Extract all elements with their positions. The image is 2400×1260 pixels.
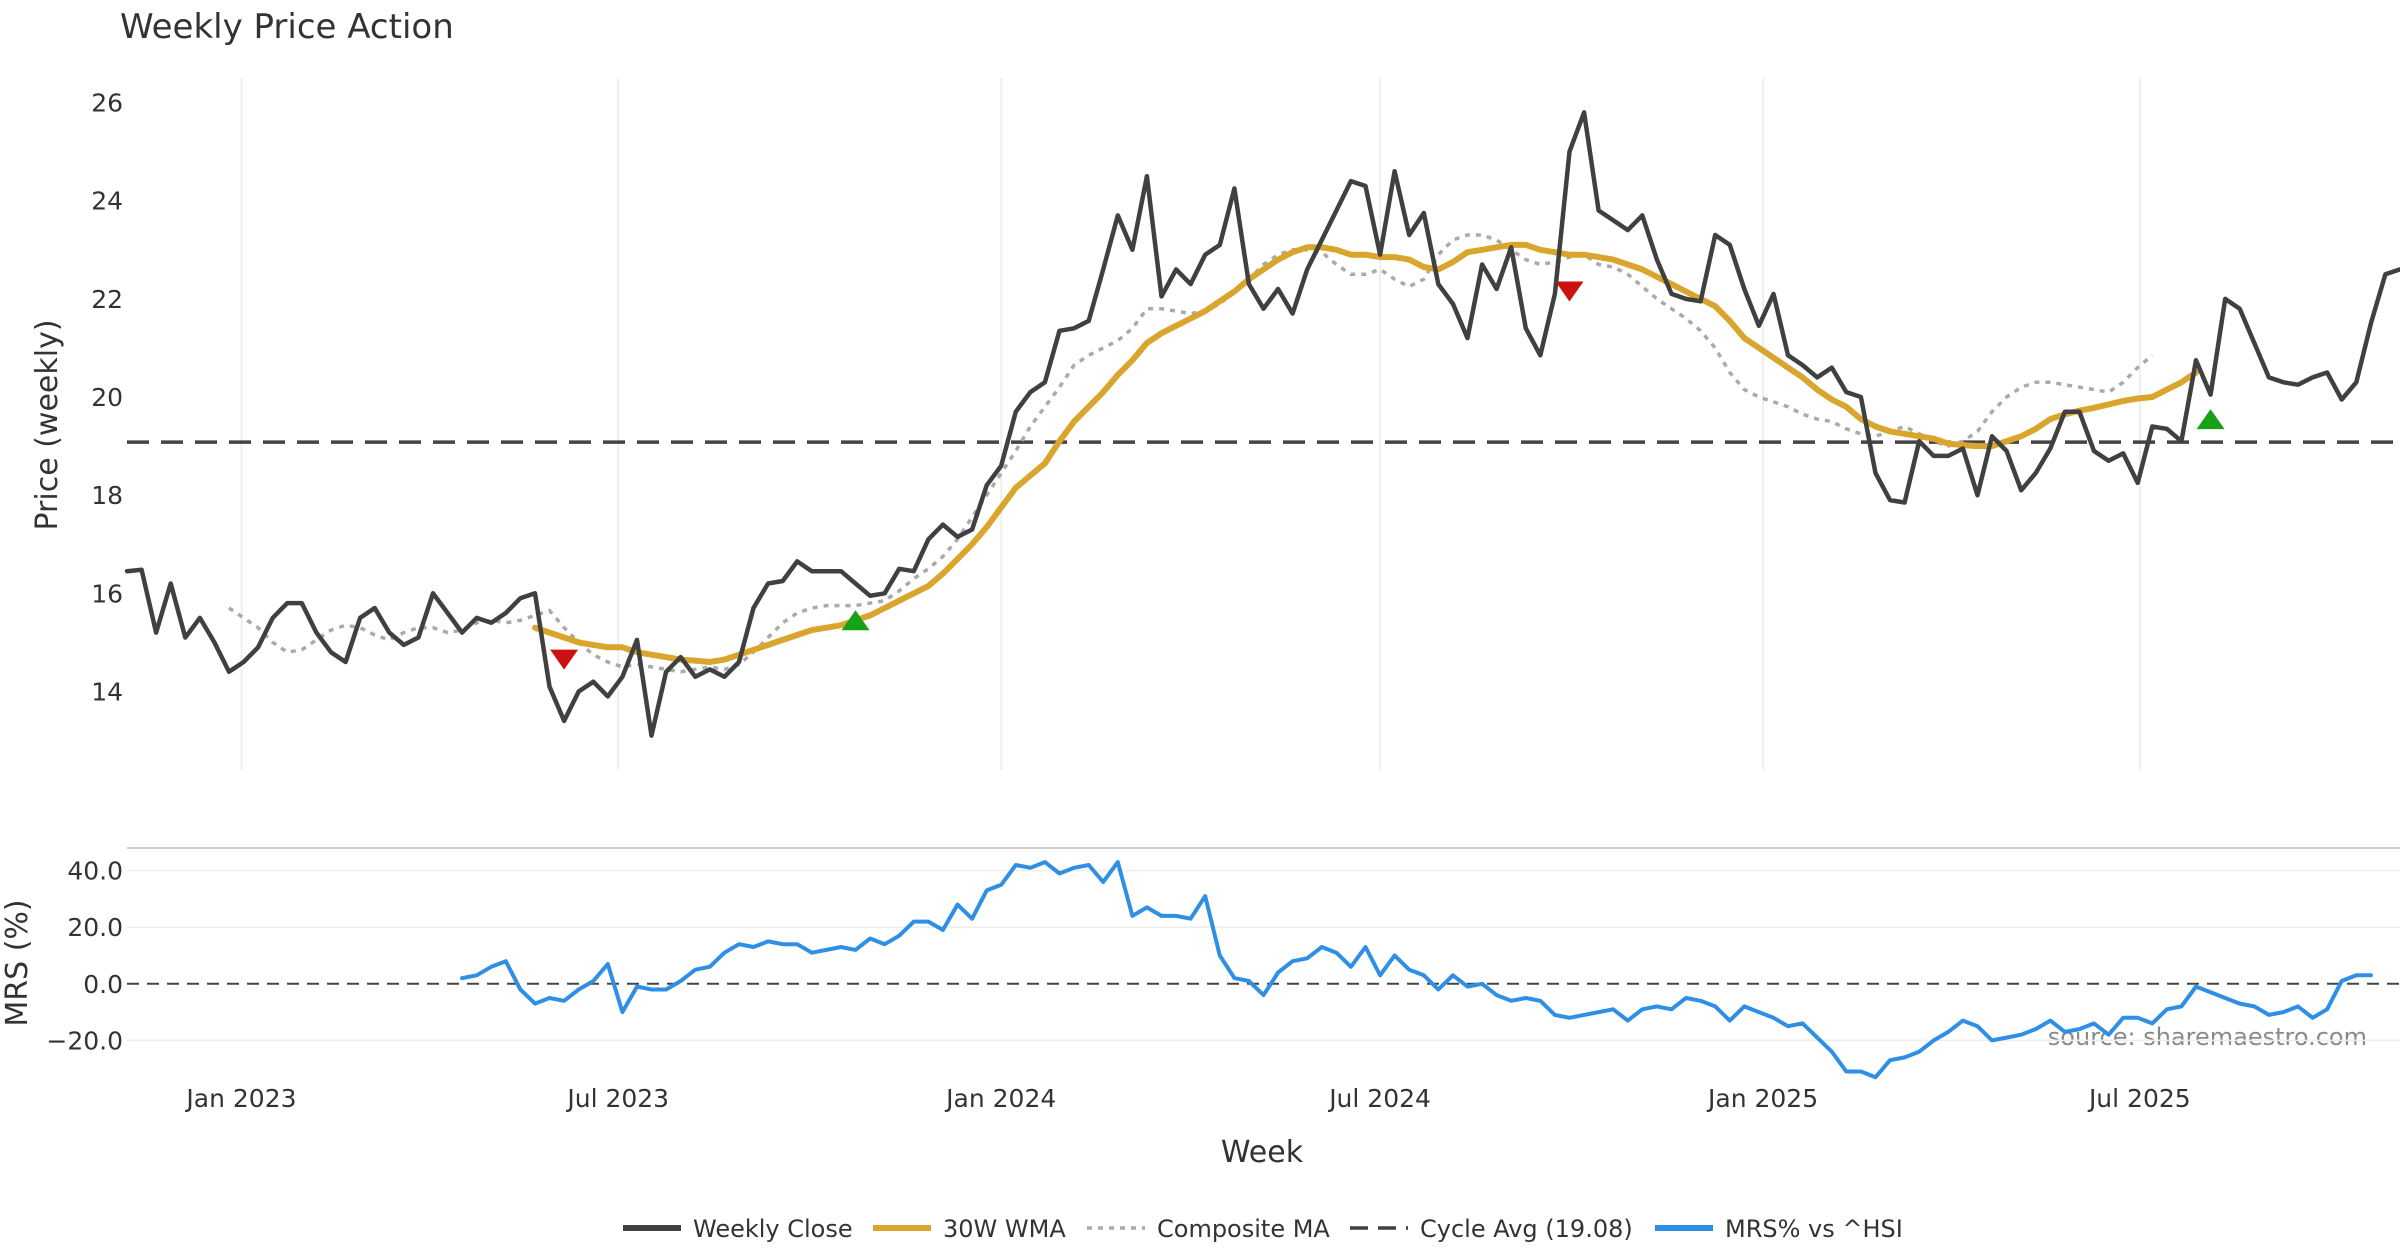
x-tick-jan-2023: Jan 2023 <box>184 1084 296 1113</box>
x-tick-jan-2024: Jan 2024 <box>944 1084 1056 1113</box>
x-tick-jul-2023: Jul 2023 <box>565 1084 669 1113</box>
mrs-y-tick-2: 0.0 <box>83 970 123 999</box>
series-layer <box>124 110 2400 1080</box>
mrs-y-tick-0: 40.0 <box>67 857 123 886</box>
legend-label-cycle-avg-19-08: Cycle Avg (19.08) <box>1420 1215 1633 1243</box>
grid-layer <box>127 78 2400 1042</box>
legend-label-mrs-vs-hsi: MRS% vs ^HSI <box>1725 1215 1903 1243</box>
legend-item-cycle-avg-19-08: Cycle Avg (19.08) <box>1350 1215 1633 1243</box>
price-y-tick-18: 18 <box>91 481 123 510</box>
series-composite-ma <box>228 233 2154 674</box>
x-tick-jan-2025: Jan 2025 <box>1706 1084 1818 1113</box>
chart-title: Weekly Price Action <box>120 7 454 47</box>
price-axis-title: Price (weekly) <box>30 319 65 530</box>
legend-item-composite-ma: Composite MA <box>1087 1215 1330 1243</box>
x-tick-jul-2024: Jul 2024 <box>1327 1084 1431 1113</box>
legend-label-30w-wma: 30W WMA <box>943 1215 1066 1243</box>
legend-label-composite-ma: Composite MA <box>1157 1215 1330 1243</box>
buy-signal-marker-2 <box>841 610 870 631</box>
series-weekly-close <box>124 110 2400 738</box>
legend-label-weekly-close: Weekly Close <box>693 1215 853 1243</box>
price-y-tick-20: 20 <box>91 383 123 412</box>
price-y-tick-22: 22 <box>91 285 123 314</box>
price-y-tick-14: 14 <box>91 677 123 706</box>
series-mrs-vs-hsi <box>460 860 2373 1080</box>
legend: Weekly Close 30W WMA Composite MA Cycle Avg… <box>623 1215 1903 1243</box>
series-30w-wma <box>532 241 2199 665</box>
mrs-y-tick-1: 20.0 <box>67 913 123 942</box>
x-tick-jul-2025: Jul 2025 <box>2087 1084 2191 1113</box>
mrs-axis-title: MRS (%) <box>0 899 35 1026</box>
price-y-tick-16: 16 <box>91 579 123 608</box>
buy-signal-marker-4 <box>2196 409 2225 430</box>
legend-item-30w-wma: 30W WMA <box>873 1215 1066 1243</box>
x-axis-title: Week <box>1221 1135 1304 1170</box>
tick-layer: Jan 2023 Jul 2023 Jan 2024 Jul 2024 Jan 2025… <box>46 89 2190 1113</box>
sell-signal-marker-3 <box>1555 281 1584 302</box>
price-y-tick-26: 26 <box>91 89 123 118</box>
legend-item-mrs-vs-hsi: MRS% vs ^HSI <box>1655 1215 1903 1243</box>
legend-item-weekly-close: Weekly Close <box>623 1215 853 1243</box>
price-y-tick-24: 24 <box>91 187 123 216</box>
mrs-y-tick-3: −20.0 <box>46 1026 123 1055</box>
sell-signal-marker-1 <box>550 649 579 670</box>
